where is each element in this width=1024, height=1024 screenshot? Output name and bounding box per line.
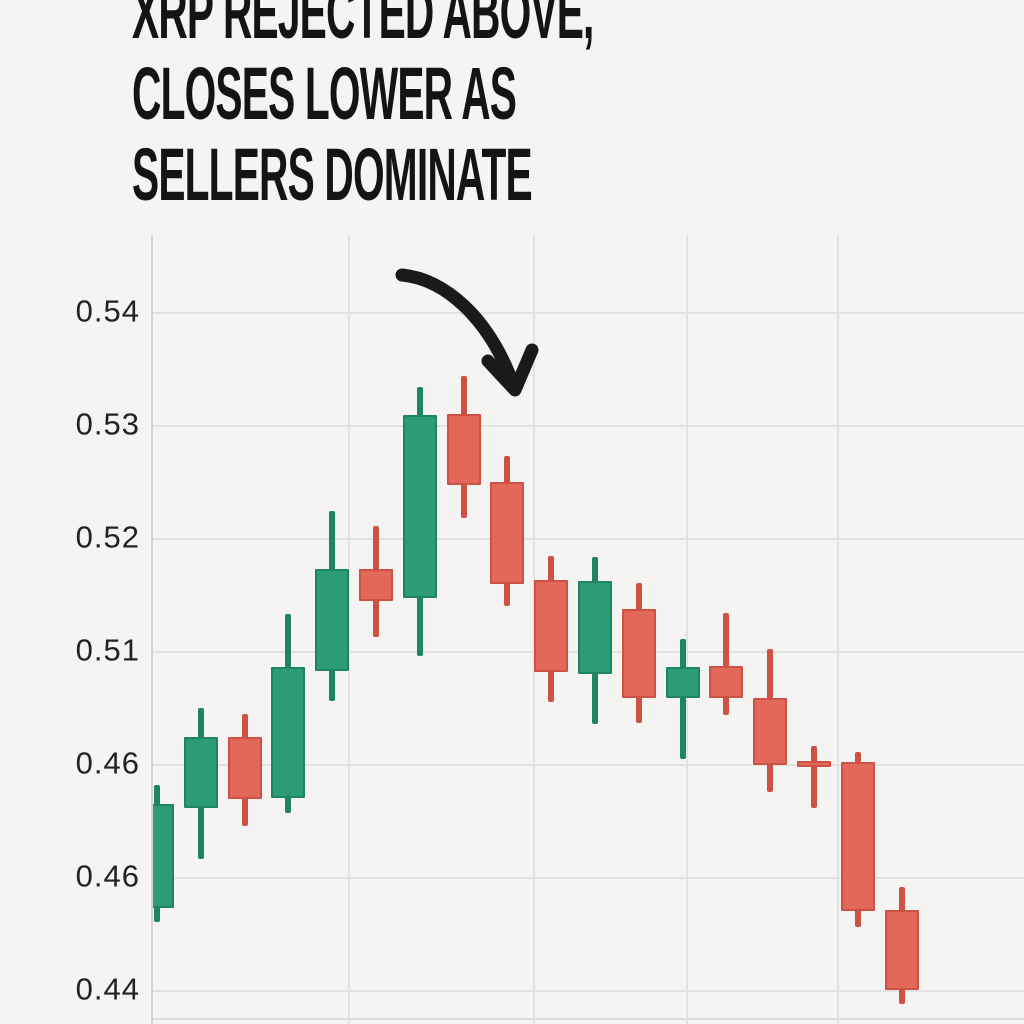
gridline-horizontal [153,990,1024,992]
headline: XRP REJECTED ABOVE, CLOSES LOWER AS SELL… [132,0,594,215]
candle-wick [679,638,686,760]
candle-body-up [153,803,174,908]
candle-body-up [665,666,700,699]
y-axis-tick-label: 0.44 [75,971,140,1007]
candle-body-up [271,666,306,798]
gridline-vertical [837,235,839,1024]
candle-body-down [709,665,744,699]
headline-line-3: SELLERS DOMINATE [132,133,533,216]
y-axis-tick-label: 0.46 [75,858,140,894]
candle-body-down [534,579,569,673]
candle-body-down [797,760,831,768]
headline-line-1: XRP REJECTED ABOVE, [132,0,594,54]
candle-body-down [621,609,656,699]
x-axis-line [153,1018,1024,1020]
gridline-vertical [686,235,688,1024]
y-axis-tick-label: 0.53 [75,406,140,442]
y-axis-tick-label: 0.52 [75,519,140,555]
candle-body-up [315,568,350,672]
candle-body-down [359,568,393,602]
candle-body-down [227,736,262,800]
candle-body-down [446,413,481,485]
candle-body-up [578,580,612,674]
y-axis-tick-label: 0.51 [75,632,140,668]
gridline-horizontal [153,877,1024,879]
headline-line-2: CLOSES LOWER AS [132,52,517,135]
gridline-horizontal [153,425,1024,427]
candle-body-down [753,698,788,766]
plot-area [151,235,1024,1024]
candle-body-up [183,736,218,809]
gridline-horizontal [153,764,1024,766]
candle-body-up [402,414,437,598]
y-axis-tick-label: 0.54 [75,293,140,329]
candle-body-down [490,481,525,585]
y-axis-tick-label: 0.46 [75,745,140,781]
candle-body-down [840,761,875,911]
gridline-horizontal [153,312,1024,314]
gridline-vertical [533,235,535,1024]
candle-body-down [884,909,919,990]
gridline-horizontal [153,538,1024,540]
candle-wick [811,745,817,809]
candle-wick [723,612,730,716]
